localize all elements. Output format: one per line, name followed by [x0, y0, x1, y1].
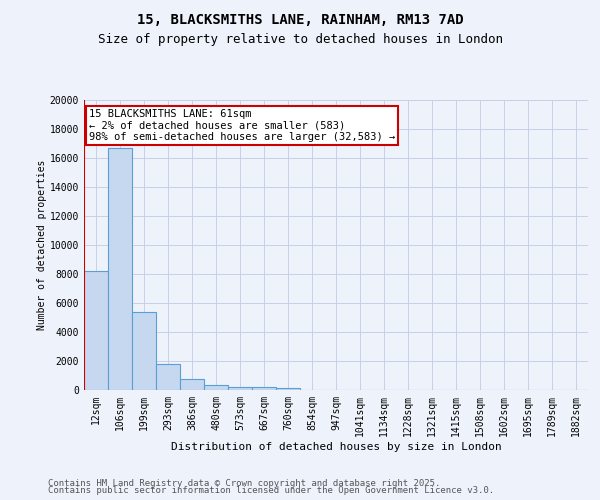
Bar — [156, 364, 180, 390]
Bar — [276, 388, 300, 390]
X-axis label: Distribution of detached houses by size in London: Distribution of detached houses by size … — [170, 442, 502, 452]
Bar — [132, 312, 156, 390]
Text: Contains public sector information licensed under the Open Government Licence v3: Contains public sector information licen… — [48, 486, 494, 495]
Text: Contains HM Land Registry data © Crown copyright and database right 2025.: Contains HM Land Registry data © Crown c… — [48, 478, 440, 488]
Bar — [84, 271, 108, 390]
Text: Size of property relative to detached houses in London: Size of property relative to detached ho… — [97, 32, 503, 46]
Bar — [108, 148, 132, 390]
Bar — [204, 386, 228, 390]
Bar — [180, 379, 204, 390]
Bar — [228, 387, 252, 390]
Y-axis label: Number of detached properties: Number of detached properties — [37, 160, 47, 330]
Bar — [252, 387, 276, 390]
Text: 15 BLACKSMITHS LANE: 61sqm
← 2% of detached houses are smaller (583)
98% of semi: 15 BLACKSMITHS LANE: 61sqm ← 2% of detac… — [89, 108, 395, 142]
Text: 15, BLACKSMITHS LANE, RAINHAM, RM13 7AD: 15, BLACKSMITHS LANE, RAINHAM, RM13 7AD — [137, 12, 463, 26]
